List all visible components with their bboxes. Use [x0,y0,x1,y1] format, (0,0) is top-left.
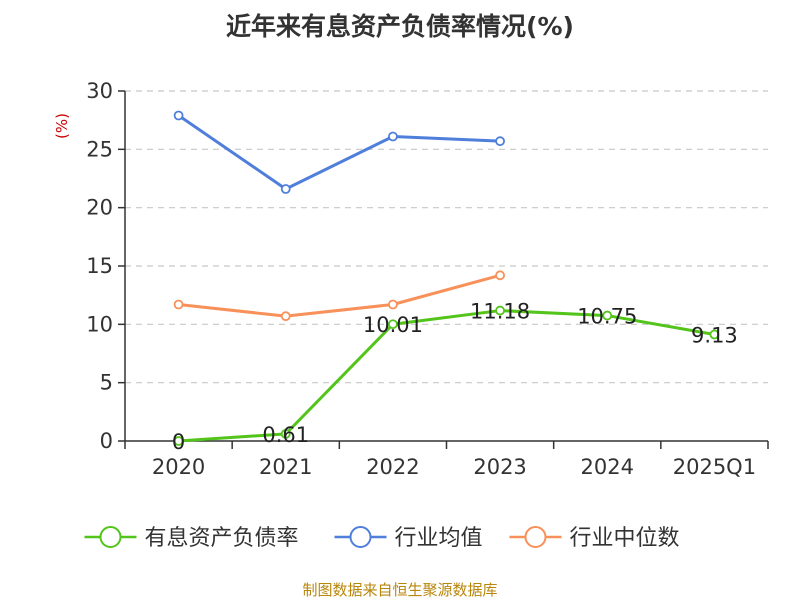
data-point-0-2 [388,319,398,330]
y-tick-label-6: 30 [86,79,113,103]
data-point-2-2 [388,299,398,310]
y-tick-label-4: 20 [86,196,113,220]
data-point-2-0 [173,299,184,310]
y-tick-label-3: 15 [86,254,113,278]
y-tick-label-0: 0 [100,429,113,453]
data-point-1-3 [495,136,505,147]
data-label-1: 0.61 [262,423,309,447]
y-tick-label-2: 10 [86,312,113,336]
legend-item-2: 行业中位数 [509,526,680,551]
legend: 有息资产负债率 行业均值 行业中位数 [84,526,680,551]
legend-marker-0 [99,526,122,548]
data-label-0: 0 [172,430,185,454]
series-line-0 [178,309,715,443]
series-line-2 [178,273,501,318]
x-tick-label-2: 2022 [366,455,419,479]
x-tick-label-0: 2020 [152,455,205,479]
source-note: 制图数据来自恒生聚源数据库 [302,581,497,599]
series-lines [173,110,720,446]
data-point-1-0 [173,110,184,121]
grid-lines [125,90,768,384]
chart-title: 近年来有息资产负债率情况(%) [226,12,574,41]
data-point-0-1 [280,428,291,439]
x-tick-label-3: 2023 [473,455,526,479]
series-line-1 [177,114,501,191]
data-point-0-3 [495,305,505,316]
data-labels: 0 0.61 10.01 11.18 10.75 9.13 [172,300,738,454]
data-point-0-5 [709,329,720,340]
legend-item-1: 行业均值 [334,526,483,551]
legend-marker-1 [349,526,372,548]
data-point-2-3 [495,270,505,281]
data-label-4: 10.75 [577,305,637,329]
x-tick-label-5: 2025Q1 [673,455,756,479]
legend-label-1: 行业均值 [395,526,483,551]
data-label-2: 10.01 [363,313,423,337]
legend-label-2: 行业中位数 [570,526,680,551]
y-tick-label-5: 25 [86,137,113,161]
data-point-0-0 [173,436,184,446]
legend-label-0: 有息资产负债率 [145,526,299,551]
legend-item-0: 有息资产负债率 [84,526,299,551]
data-label-3: 11.18 [470,300,530,324]
y-tick-label-1: 5 [100,371,113,395]
data-label-5: 9.13 [691,323,738,347]
x-tick-label-1: 2021 [259,455,312,479]
data-point-1-2 [388,131,398,142]
x-tick-label-4: 2024 [581,455,634,479]
data-point-2-1 [280,311,291,322]
y-axis-unit-label: (%) [53,113,71,139]
axes: 0 5 10 15 20 25 30 2020 2021 2022 2023 2024 2025Q1 [86,79,769,479]
data-point-1-1 [280,184,291,194]
legend-marker-2 [524,526,547,548]
data-point-0-4 [602,310,613,321]
